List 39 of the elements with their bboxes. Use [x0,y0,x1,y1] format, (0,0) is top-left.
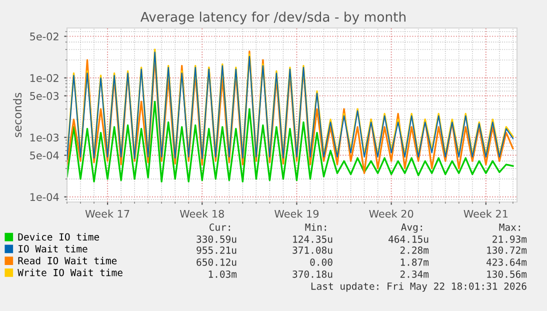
text: 330.59u [196,235,236,243]
text: 423.64m [486,258,527,266]
legend-label: Device IO time [18,233,100,241]
text: 130.56m [487,270,527,278]
text: 2.28m [400,246,429,254]
text: Max: [499,224,520,231]
text: 0.00 [310,258,332,266]
line-series [67,100,514,183]
text: 464.15u [388,235,428,243]
text: 124.35u [293,235,332,243]
chart-title: Average latency for /dev/sda - by month [140,12,406,24]
y-tick-label: 5e-02 [30,32,58,40]
y-tick-label: 1e-03 [30,134,59,142]
legend-label: Write IO Wait time [18,268,122,276]
text: 130.72m [487,246,527,254]
x-tick-label: Week 19 [274,210,319,218]
text: 21.93m [492,235,527,243]
x-tick-label: Week 21 [464,210,508,218]
x-tick-label: Week 17 [85,210,130,218]
x-tick-label: Week 20 [369,210,414,218]
text: 370.18u [292,270,332,278]
legend-label: IO Wait time [18,244,88,252]
text: 1.87m [400,258,429,266]
y-tick-label: 5e-03 [30,92,59,100]
text: 1.03m [208,270,237,278]
legend-label: Read IO Wait time [18,256,117,264]
text: 955.21u [196,246,236,254]
text: Min: [305,223,326,231]
y-axis-title: seconds [13,92,22,138]
text: 650.12u [196,258,236,266]
text: 371.08u [292,246,332,254]
x-tick-label: Week 18 [180,210,224,218]
text: Avg: [401,224,422,233]
y-tick-label: 1e-02 [30,74,58,82]
y-tick-label: 1e-04 [30,193,59,201]
text: Cur: [210,223,230,231]
text: 2.34m [400,270,429,278]
y-tick-label: 5e-04 [30,152,59,160]
text: Last update: Fri May 22 18:01:31 2026 [311,282,526,292]
